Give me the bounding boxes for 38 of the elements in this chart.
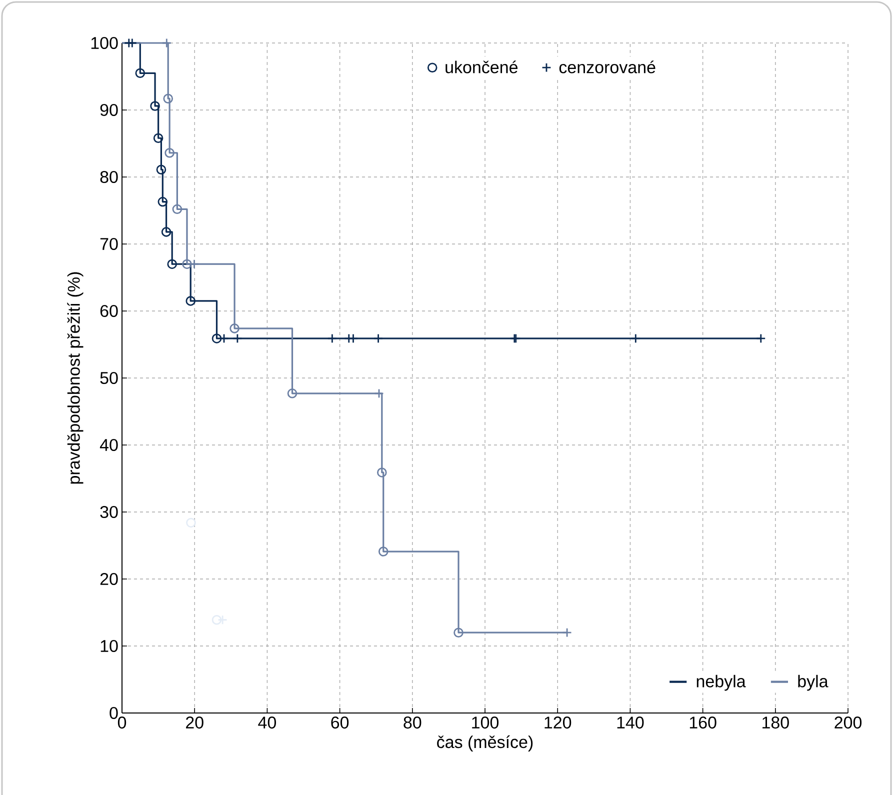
- legend-label: nebyla: [696, 674, 746, 691]
- point: [454, 628, 464, 638]
- y-tick-label: 100: [91, 36, 118, 50]
- y-tick-label: 70: [100, 238, 118, 250]
- y-tick-label: 10: [100, 640, 118, 652]
- point: [230, 324, 240, 334]
- legend-label: byla: [798, 674, 828, 691]
- y-tick-label: 90: [100, 104, 118, 116]
- point: [287, 388, 298, 398]
- y-tick-label: 20: [100, 572, 118, 586]
- point: [164, 148, 174, 158]
- x-tick-label: 140: [617, 716, 644, 729]
- x-tick-label: 0: [118, 716, 126, 729]
- x-tick-label: 100: [472, 716, 499, 729]
- x-axis-title: čas (měsíce): [437, 735, 533, 752]
- point: [378, 546, 388, 556]
- point: [377, 468, 387, 478]
- y-tick-label: 30: [100, 506, 118, 518]
- x-tick-label: 20: [186, 716, 204, 729]
- y-tick-label: 60: [100, 304, 118, 318]
- x-tick-label: 80: [404, 716, 422, 729]
- x-tick-label: 160: [690, 716, 716, 729]
- y-tick-label: 50: [100, 372, 118, 384]
- point: [172, 204, 182, 214]
- point: [186, 518, 196, 528]
- x-tick-label: 40: [258, 716, 276, 729]
- x-tick-label: 180: [762, 716, 789, 729]
- point: [756, 334, 766, 344]
- x-tick-label: 60: [331, 716, 349, 729]
- point: [163, 94, 174, 104]
- x-tick-label: 120: [544, 716, 572, 729]
- x-tick-label: 200: [834, 716, 862, 729]
- y-axis-title: pravděpodobnost přežití (%): [67, 272, 84, 484]
- legend-label: ukončené: [446, 60, 518, 74]
- y-tick-label: 40: [100, 438, 118, 452]
- y-tick-label: 0: [110, 706, 118, 720]
- legend-label: cenzorované: [559, 60, 656, 74]
- y-tick-label: 80: [100, 170, 118, 184]
